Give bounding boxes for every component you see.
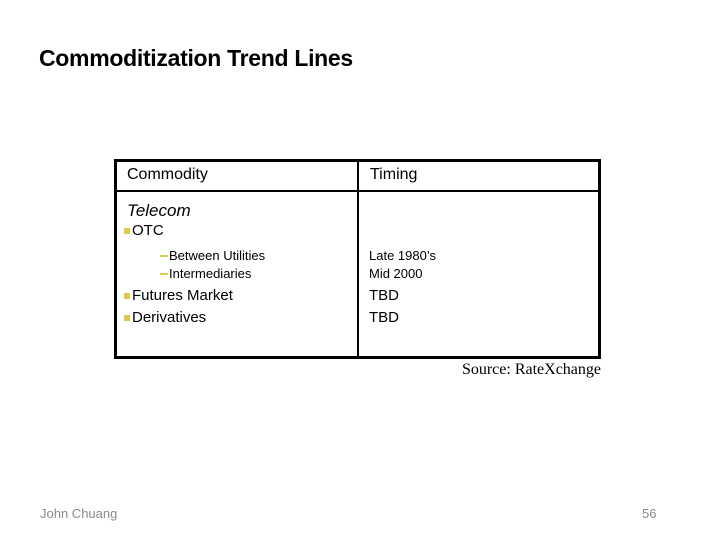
futures-market-label: Futures Market	[132, 287, 233, 304]
table-body: Telecom OTC Between Utilities Late 1980’…	[117, 192, 598, 356]
mid-2000-value: Mid 2000	[369, 266, 423, 281]
table-cell-commodity-derivatives: Derivatives	[117, 310, 359, 356]
column-header-commodity: Commodity	[127, 166, 208, 183]
page-title: Commoditization Trend Lines	[39, 45, 353, 71]
table-cell-commodity-intermediaries: Intermediaries	[117, 267, 359, 288]
table-cell-commodity-between-utilities: Between Utilities	[117, 249, 359, 267]
table-cell-commodity-telecom: Telecom	[117, 202, 359, 223]
table-cell-timing-telecom	[359, 202, 598, 223]
square-bullet-icon	[124, 228, 130, 234]
between-utilities-label: Between Utilities	[169, 248, 266, 263]
table-column-divider	[357, 162, 359, 356]
otc-label: OTC	[132, 222, 164, 239]
derivatives-label: Derivatives	[132, 309, 207, 326]
column-header-timing: Timing	[370, 166, 418, 183]
table-cell-commodity-futures-market: Futures Market	[117, 288, 359, 310]
table-cell-timing-between-utilities: Late 1980’s	[359, 249, 598, 267]
square-bullet-icon	[124, 293, 130, 299]
square-bullet-icon	[124, 315, 130, 321]
tbd-value: TBD	[369, 309, 399, 326]
intermediaries-label: Intermediaries	[169, 266, 252, 281]
dash-bullet-icon	[160, 255, 168, 257]
footer-page-number: 56	[642, 506, 657, 521]
tbd-value: TBD	[369, 287, 399, 304]
telecom-label: Telecom	[127, 201, 191, 220]
source-attribution: Source: RateXchange	[461, 361, 601, 378]
late-1980s-value: Late 1980’s	[369, 248, 436, 263]
dash-bullet-icon	[160, 273, 168, 275]
table-cell-timing-intermediaries: Mid 2000	[359, 267, 598, 288]
table-cell-timing-otc	[359, 223, 598, 249]
table-cell-commodity-otc: OTC	[117, 223, 359, 249]
commoditization-table: Commodity Timing Telecom OTC Between Uti…	[114, 159, 601, 359]
table-cell-timing-futures-market: TBD	[359, 288, 598, 310]
footer-author: John Chuang	[40, 506, 118, 521]
table-cell-timing-derivatives: TBD	[359, 310, 598, 356]
